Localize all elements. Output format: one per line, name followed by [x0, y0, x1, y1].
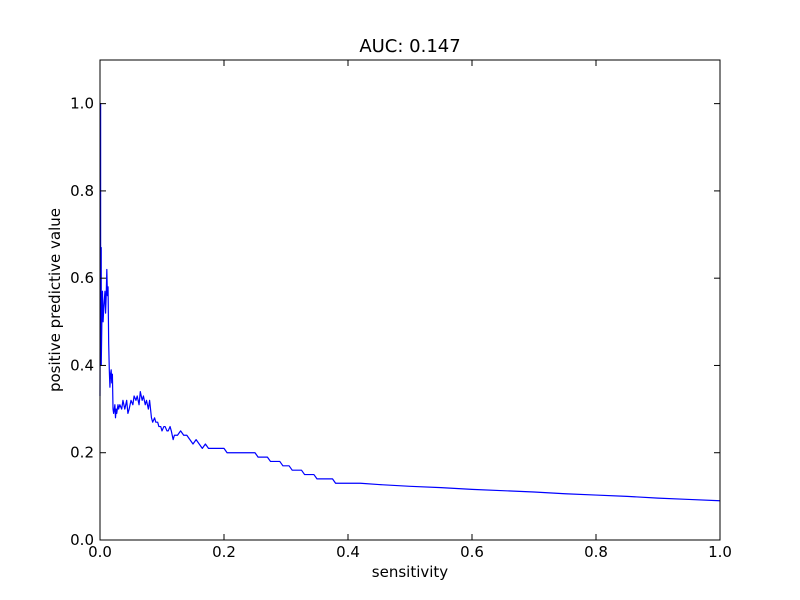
plot-frame [99, 59, 721, 541]
y-tick-label: 0.6 [70, 269, 94, 287]
y-tick-label: 0.8 [70, 182, 94, 200]
x-tick-label: 0.6 [460, 543, 484, 561]
y-tick-label: 0.0 [70, 531, 94, 549]
x-tick-label: 1.0 [708, 543, 732, 561]
x-axis-label: sensitivity [372, 563, 449, 581]
chart-title: AUC: 0.147 [359, 36, 460, 57]
y-tick-label: 0.4 [70, 356, 94, 374]
x-tick-label: 0.4 [336, 543, 360, 561]
x-tick-label: 0.8 [584, 543, 608, 561]
x-tick-label: 0.0 [88, 543, 112, 561]
y-tick-label: 1.0 [70, 95, 94, 113]
y-tick-label: 0.2 [70, 444, 94, 462]
plot-layer [99, 103, 721, 502]
y-axis-label: positive predictive value [46, 208, 64, 392]
x-tick-label: 0.2 [212, 543, 236, 561]
ticks-layer: 0.0 0.2 0.4 0.6 0.8 1.0 0.0 0.2 0.4 0.6 0.8 1.0 [70, 60, 732, 561]
series-line-0 [99, 103, 721, 502]
